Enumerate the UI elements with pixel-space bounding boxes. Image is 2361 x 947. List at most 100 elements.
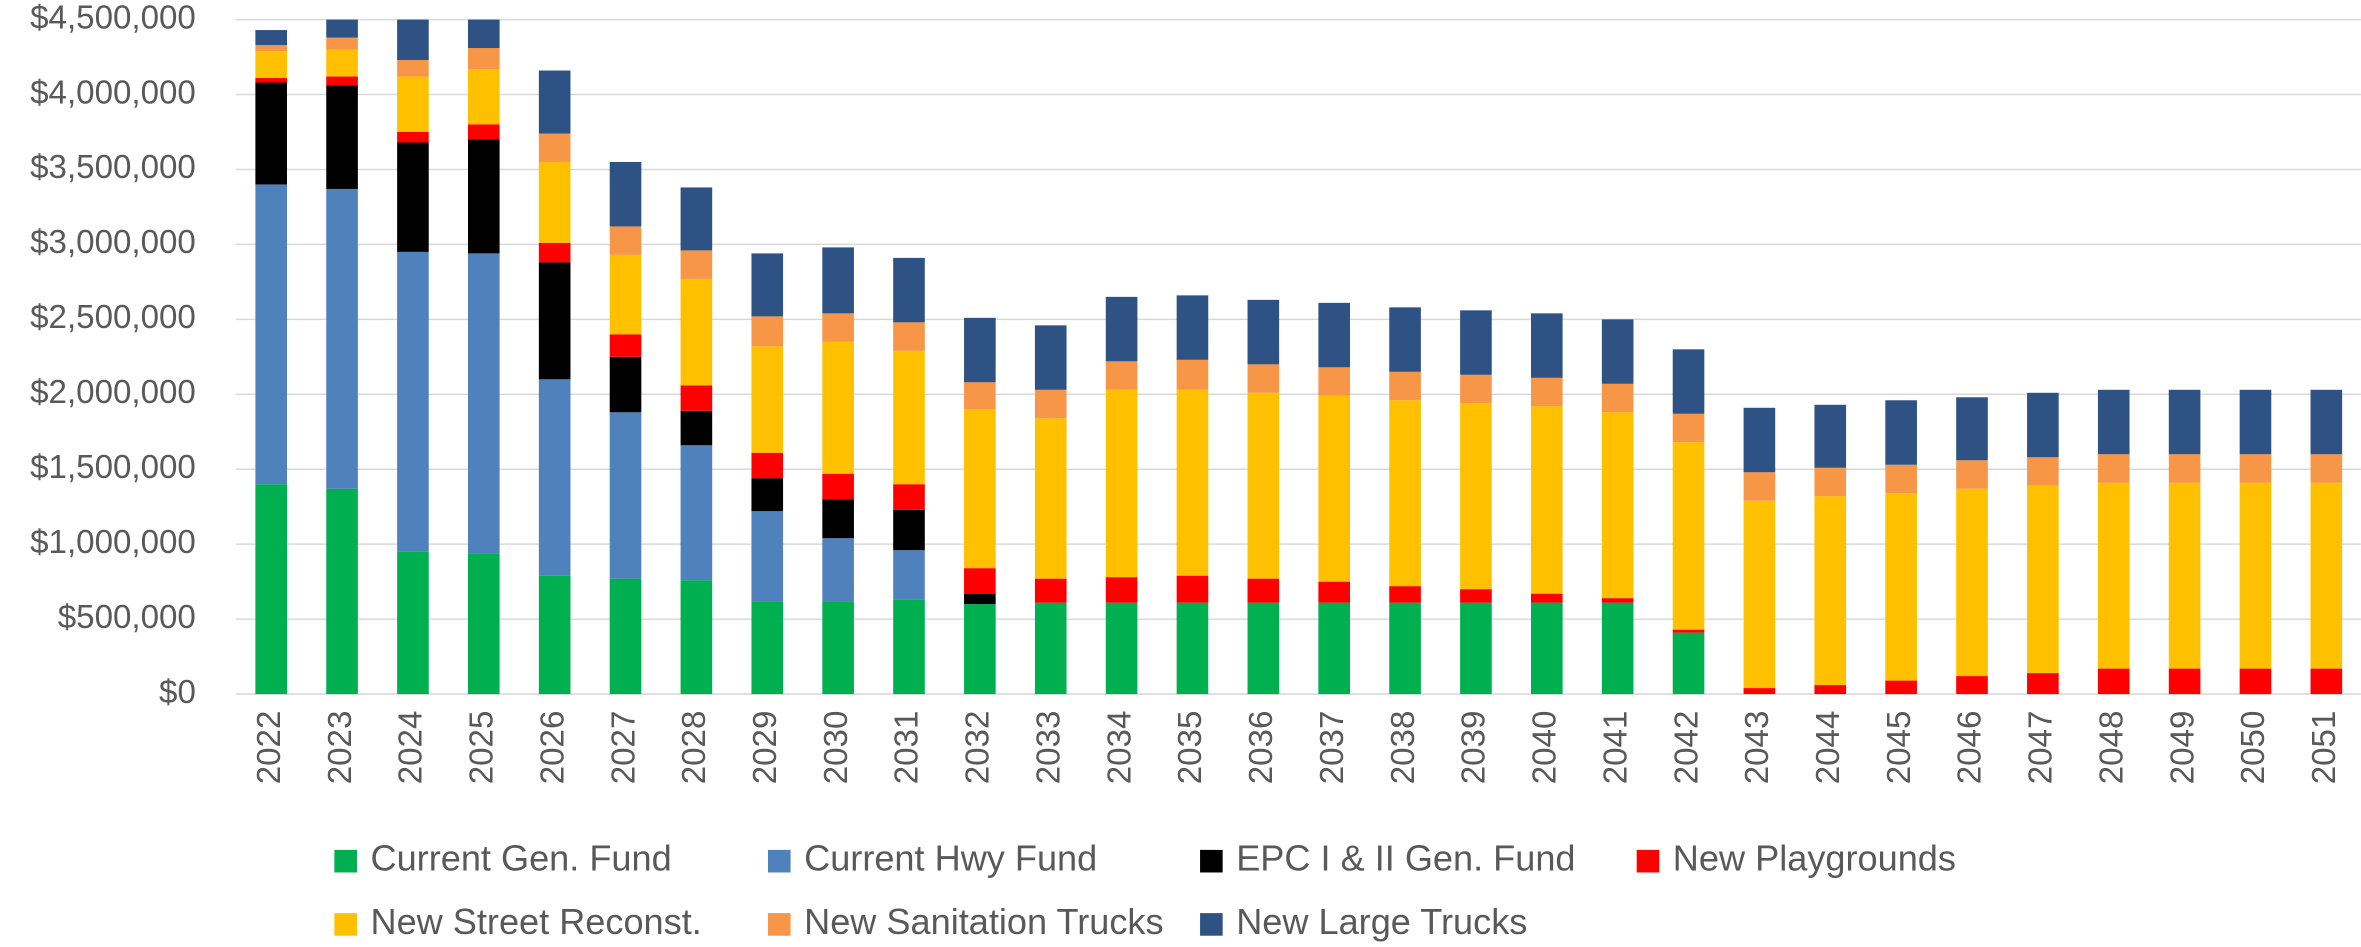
bar-segment — [1530, 377, 1563, 407]
bar-segment — [1672, 349, 1705, 414]
x-tick-label: 2048 — [2093, 711, 2130, 785]
bar-segment — [1389, 400, 1421, 587]
bar-segment — [1814, 496, 1847, 686]
bar-segment — [751, 478, 784, 512]
bar-segment — [1318, 367, 1351, 396]
bar-segment — [893, 484, 925, 510]
bar-segment — [2239, 454, 2272, 483]
bar-segment — [1318, 395, 1351, 582]
bar-segment — [1034, 389, 1067, 419]
bar-segment — [1389, 602, 1421, 695]
bar-segment — [1956, 397, 1988, 461]
x-tick-label: 2034 — [1101, 711, 1138, 785]
bar-segment — [1247, 364, 1280, 393]
x-tick-label: 2045 — [1881, 711, 1918, 785]
bar-segment — [1956, 676, 1988, 695]
bar-segment — [1601, 319, 1634, 384]
bar-segment — [1885, 400, 1917, 465]
x-tick-label: 2024 — [393, 711, 430, 785]
grid — [235, 18, 2361, 695]
bar-segment — [1034, 602, 1067, 695]
bar-segment — [751, 316, 784, 347]
bar-segment — [1105, 577, 1138, 603]
bar-segment — [2027, 457, 2059, 486]
bar-segment — [609, 578, 642, 695]
bar-segment — [467, 253, 500, 554]
bar-segment — [538, 242, 571, 263]
bar-segment — [964, 317, 996, 383]
bar-segment — [822, 247, 854, 314]
bar-segment — [397, 19, 429, 61]
bar-segment — [538, 379, 571, 576]
bar-segment — [467, 139, 500, 254]
bar-segment — [467, 69, 500, 125]
bar-segment — [1460, 602, 1492, 695]
bar-segment — [1105, 389, 1138, 578]
bar-segment — [326, 488, 358, 695]
bar-segment — [1743, 500, 1776, 689]
bar-segment — [1105, 602, 1138, 695]
x-tick-label: 2050 — [2235, 711, 2272, 785]
bar-segment — [2310, 668, 2343, 695]
x-tick-label: 2049 — [2164, 711, 2201, 785]
bars — [255, 19, 2343, 695]
bar-segment — [609, 412, 642, 579]
bar-segment — [1956, 460, 1988, 489]
bar-segment — [326, 188, 358, 489]
bar-segment — [1885, 464, 1917, 494]
bar-segment — [893, 550, 925, 600]
bar-segment — [467, 48, 500, 70]
y-tick-label: $1,500,000 — [30, 449, 196, 486]
bar-segment — [680, 278, 713, 386]
bar-segment — [1034, 325, 1067, 390]
bar-segment — [1318, 602, 1351, 695]
bar-segment — [1601, 598, 1634, 603]
legend-swatch — [767, 913, 791, 936]
bar-segment — [397, 76, 429, 132]
bar-segment — [255, 484, 288, 695]
bar-segment — [609, 226, 642, 255]
bar-segment — [1885, 680, 1917, 695]
bar-segment — [397, 131, 429, 143]
bar-segment — [1247, 299, 1280, 365]
bar-segment — [680, 445, 713, 581]
x-tick-label: 2032 — [960, 711, 997, 785]
bar-segment — [538, 575, 571, 695]
legend-label: Current Hwy Fund — [804, 838, 1097, 879]
x-tick-label: 2027 — [605, 711, 642, 785]
labels: $0 $500,000 $1,000,000 $1,500,000 $2,000,000… — [30, 0, 2343, 942]
x-tick-label: 2029 — [747, 711, 784, 785]
legend-swatch — [334, 849, 357, 873]
bar-segment — [609, 161, 642, 227]
bar-segment — [822, 601, 854, 695]
bar-segment — [1814, 404, 1847, 468]
x-tick-label: 2037 — [1314, 711, 1351, 785]
bar-segment — [1672, 629, 1705, 633]
bar-segment — [893, 257, 925, 323]
bar-segment — [1530, 313, 1563, 378]
bar-segment — [255, 30, 288, 46]
bar-segment — [467, 553, 500, 695]
bar-segment — [1743, 472, 1776, 501]
x-tick-label: 2042 — [1668, 711, 1705, 785]
x-tick-label: 2033 — [1030, 711, 1067, 785]
x-tick-label: 2030 — [818, 711, 855, 785]
x-tick-label: 2031 — [889, 711, 926, 785]
bar-segment — [2239, 668, 2272, 695]
bar-segment — [1389, 307, 1421, 372]
bar-segment — [1176, 359, 1209, 390]
bar-segment — [1389, 371, 1421, 401]
bar-segment — [964, 409, 996, 569]
x-tick-label: 2023 — [322, 711, 359, 785]
bar-segment — [255, 184, 288, 485]
bar-segment — [1460, 374, 1492, 404]
bar-segment — [1389, 586, 1421, 603]
bar-segment — [1247, 602, 1280, 695]
y-tick-label: $4,000,000 — [30, 74, 196, 111]
legend-label: EPC I & II Gen. Fund — [1236, 838, 1575, 879]
bar-segment — [1460, 403, 1492, 590]
bar-segment — [2168, 482, 2201, 669]
bar-segment — [964, 382, 996, 410]
bar-segment — [1105, 361, 1138, 390]
bar-segment — [680, 410, 713, 446]
